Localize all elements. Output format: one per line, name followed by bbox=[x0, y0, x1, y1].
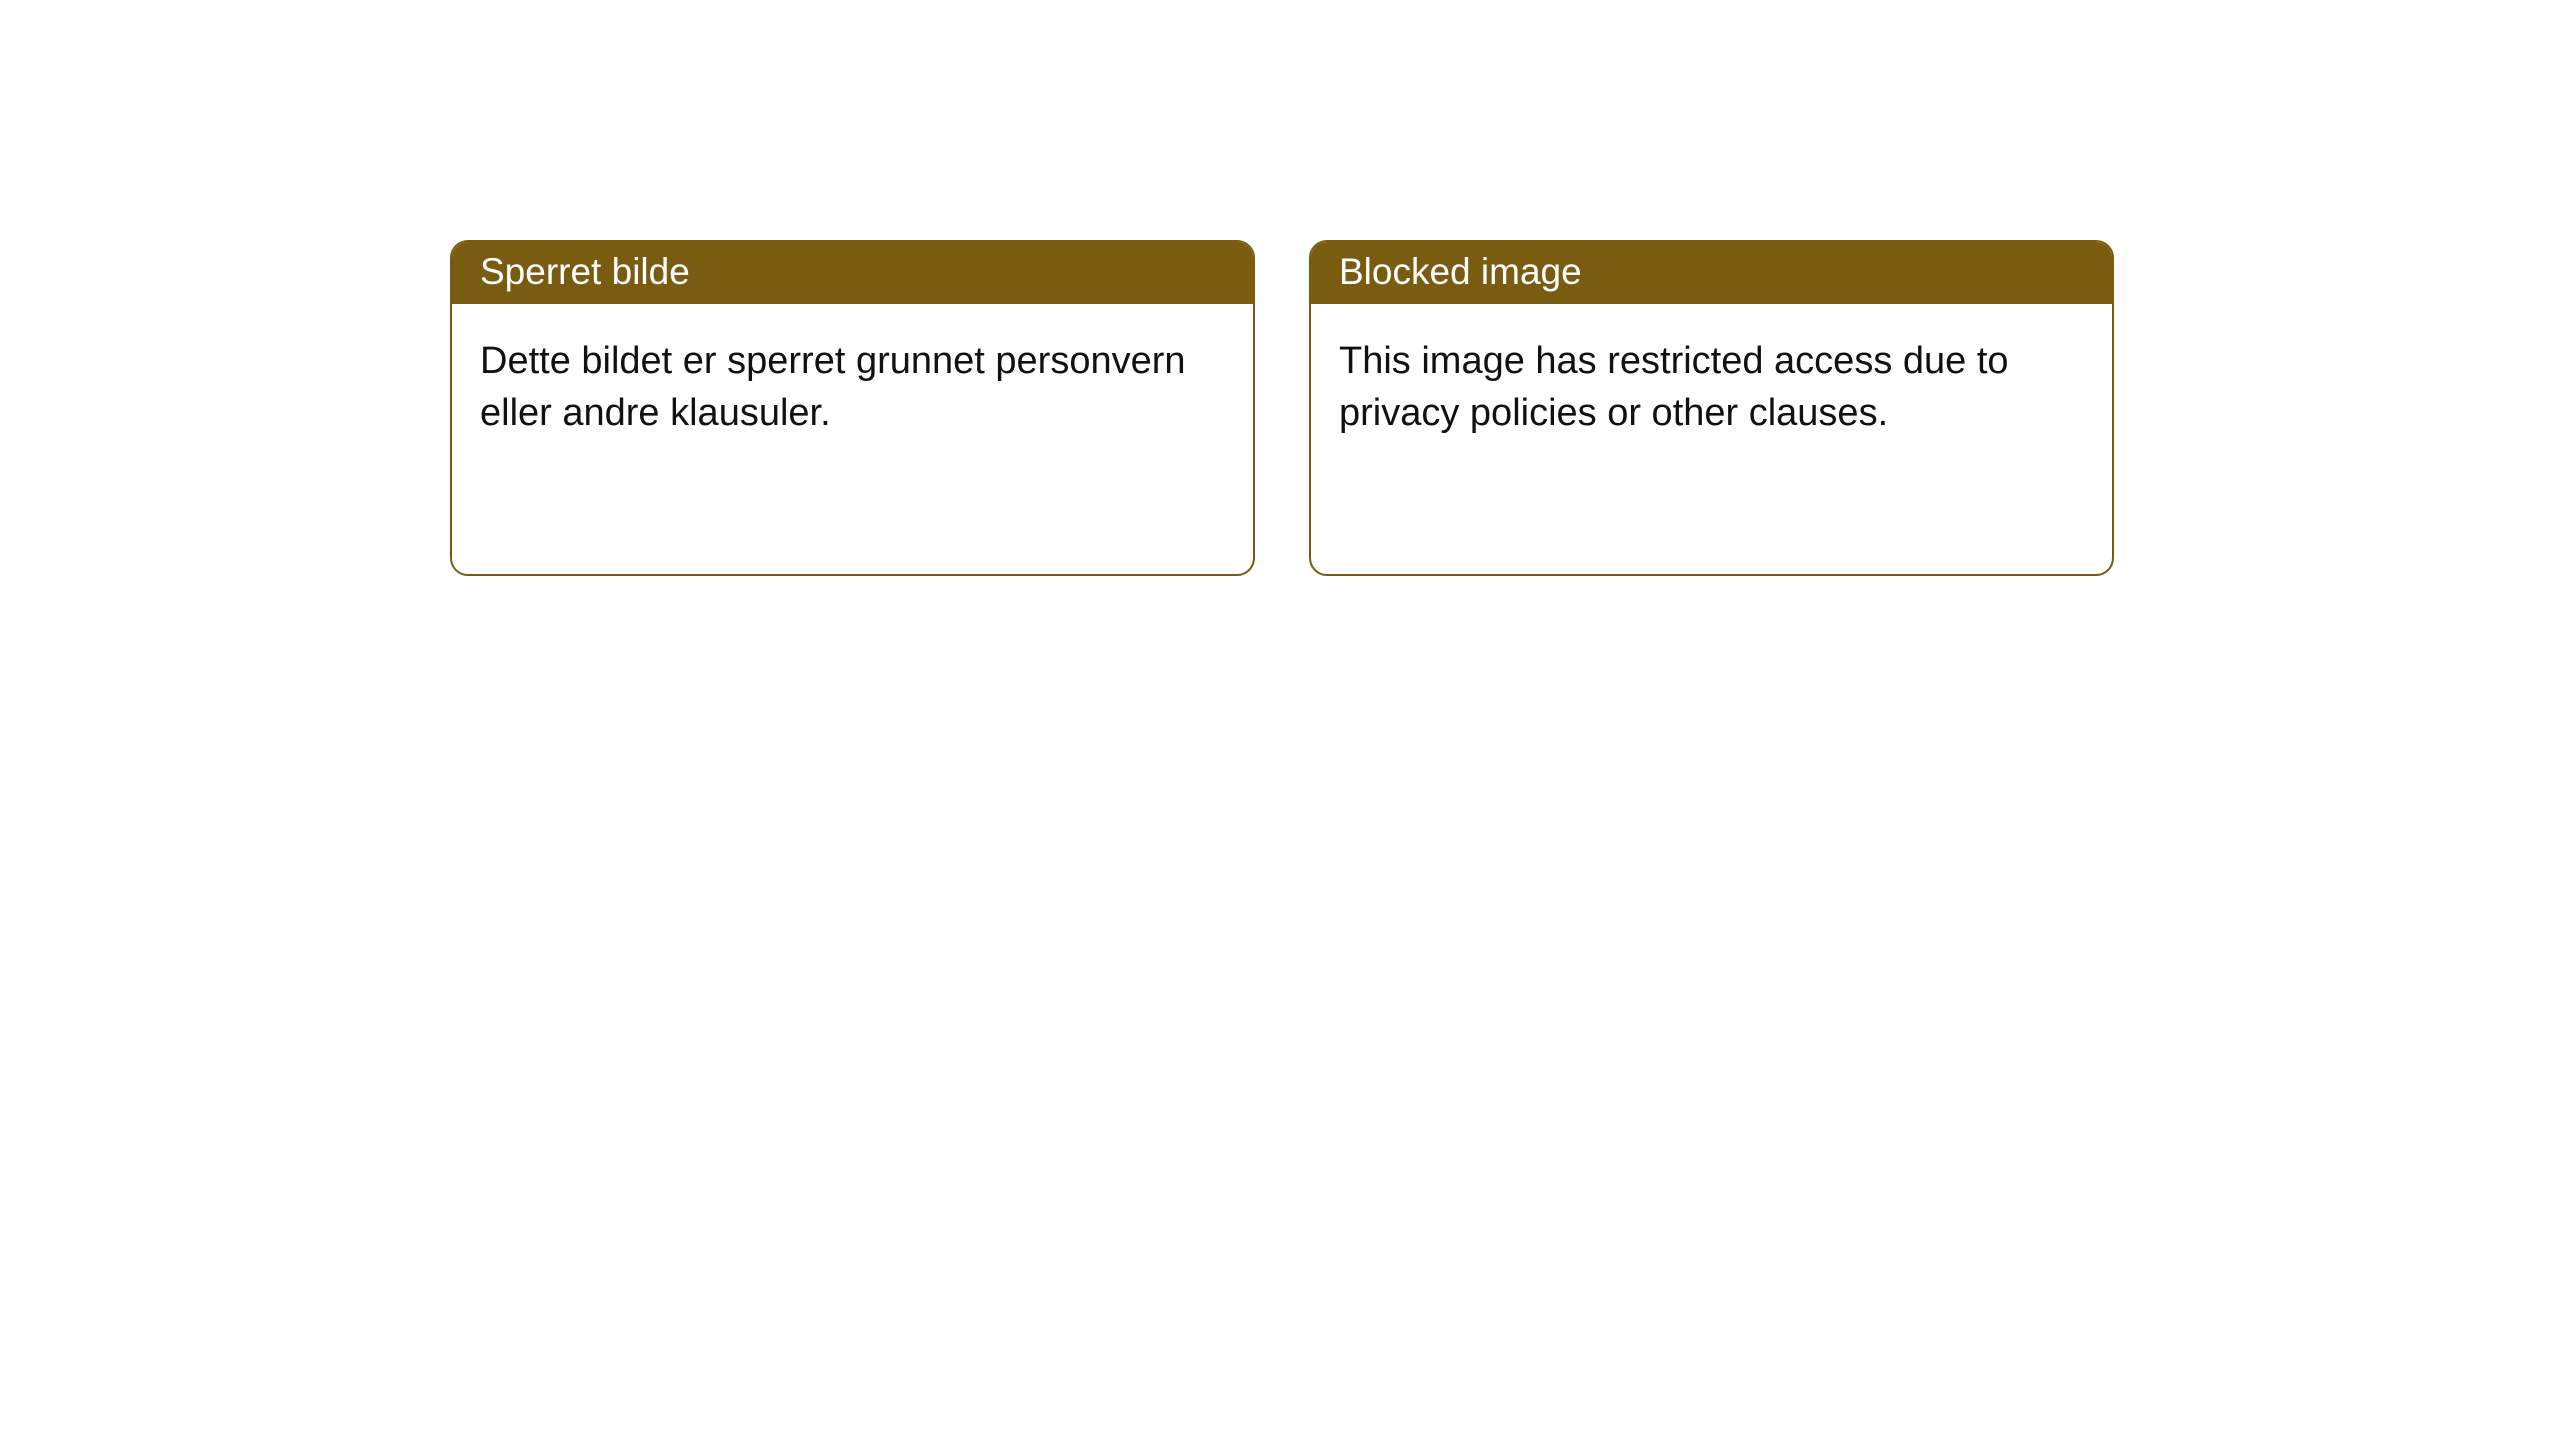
card-body-text-en: This image has restricted access due to … bbox=[1339, 336, 2084, 439]
card-header-en: Blocked image bbox=[1311, 242, 2112, 304]
card-header-text-no: Sperret bilde bbox=[480, 251, 690, 292]
card-body-en: This image has restricted access due to … bbox=[1311, 304, 2112, 471]
card-body-no: Dette bildet er sperret grunnet personve… bbox=[452, 304, 1253, 471]
blocked-image-card-no: Sperret bilde Dette bildet er sperret gr… bbox=[450, 240, 1255, 576]
card-header-no: Sperret bilde bbox=[452, 242, 1253, 304]
blocked-image-card-en: Blocked image This image has restricted … bbox=[1309, 240, 2114, 576]
card-body-text-no: Dette bildet er sperret grunnet personve… bbox=[480, 336, 1225, 439]
notice-cards-container: Sperret bilde Dette bildet er sperret gr… bbox=[450, 240, 2560, 576]
card-header-text-en: Blocked image bbox=[1339, 251, 1582, 292]
